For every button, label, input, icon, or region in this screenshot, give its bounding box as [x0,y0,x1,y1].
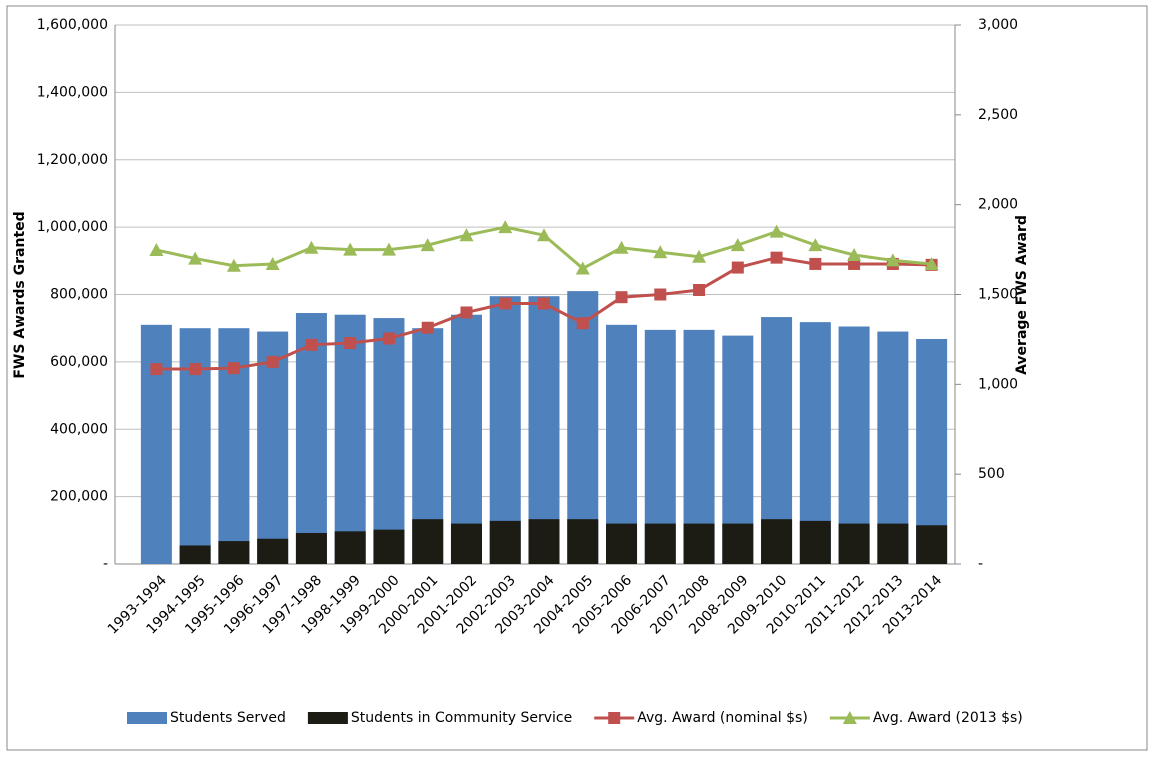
marker [730,238,745,252]
bar [799,520,831,564]
marker [692,249,707,263]
bar [450,314,482,564]
marker [265,256,280,270]
marker [381,242,396,256]
legend-swatch [127,712,167,724]
y-tick-label: 800,000 [50,287,108,303]
bar [567,519,599,564]
y-tick-label: 600,000 [50,354,108,370]
marker [150,363,163,376]
marker [304,240,319,254]
marker [808,238,823,252]
bar [257,538,289,564]
y2-tick-label: 500 [978,466,1005,482]
marker [189,363,202,376]
marker [770,251,783,264]
y2-tick-label: 2,000 [978,197,1018,213]
y-tick-label: 400,000 [50,421,108,437]
bar [838,523,870,564]
legend-label: Students in Community Service [351,710,572,726]
marker [847,247,862,261]
y-tick-label: - [103,556,108,572]
marker [924,256,939,270]
marker [266,355,279,368]
y2-tick-label: 1,500 [978,287,1018,303]
y2-tick-label: 2,500 [978,107,1018,123]
legend-marker [842,711,857,724]
marker [653,245,668,259]
bar [373,529,405,564]
bar [877,523,909,564]
marker [731,261,744,274]
bar [683,523,715,564]
y2-tick-label: - [978,556,983,572]
marker [614,240,629,254]
marker [498,220,513,234]
bar [916,525,948,564]
marker [343,242,358,256]
bar [606,523,638,564]
bar [489,296,521,564]
bar [179,545,211,564]
legend-swatch [307,712,348,724]
y2-tick-label: 1,000 [978,376,1018,392]
bar [295,533,327,564]
marker [885,253,900,267]
marker [576,317,589,330]
bar [140,324,172,564]
bar [644,523,676,564]
marker [227,362,240,375]
y-tick-label: 1,200,000 [37,152,108,168]
legend-label: Students Served [170,710,286,726]
bar [334,531,366,564]
marker [305,338,318,351]
marker [575,261,590,275]
bar [489,520,521,564]
bar [295,313,327,564]
marker [188,251,203,265]
bar [373,318,405,564]
marker [769,224,784,238]
bar [218,541,250,564]
bar [761,519,793,564]
marker [654,288,667,301]
legend-label: Avg. Award (2013 $s) [873,710,1023,726]
marker [344,337,357,350]
y-tick-label: 200,000 [50,489,108,505]
bar [450,523,482,564]
legend-label: Avg. Award (nominal $s) [637,710,808,726]
marker [693,284,706,297]
bar [412,519,444,564]
bar [528,519,560,564]
marker [226,258,241,272]
y2-tick-label: 3,000 [978,17,1018,33]
y-tick-label: 1,600,000 [37,17,108,33]
y-tick-label: 1,400,000 [37,84,108,100]
marker [615,291,628,304]
marker [538,297,550,310]
bar [722,523,754,564]
marker [149,242,164,256]
marker [420,238,435,252]
marker [421,321,434,334]
legend-marker [608,712,621,724]
marker [460,306,473,319]
bar [567,291,599,564]
bar [334,314,366,564]
y2-axis-title: Average FWS Award [1014,215,1030,375]
y-tick-label: 1,000,000 [37,219,108,235]
marker [382,332,395,345]
marker [459,228,474,242]
marker [499,297,512,310]
marker [537,228,551,242]
y-axis-title: FWS Awards Granted [12,211,28,378]
marker [809,257,822,270]
bar [257,331,289,564]
